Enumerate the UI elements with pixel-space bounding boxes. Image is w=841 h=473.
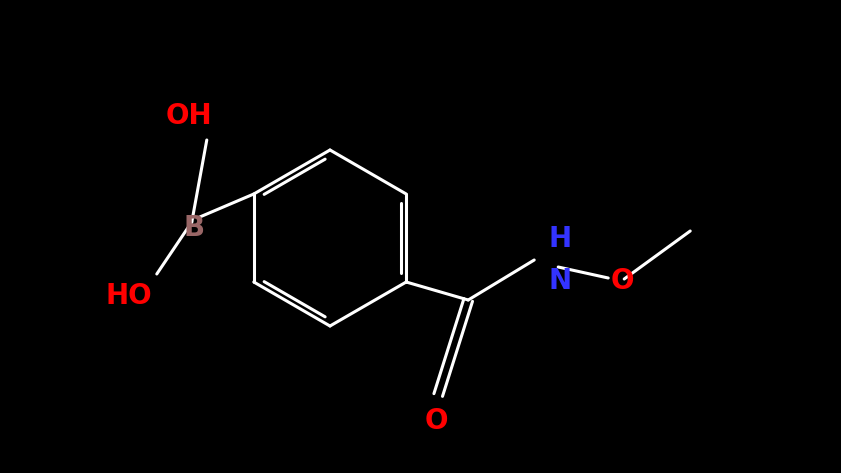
Text: HO: HO [105,282,152,310]
Text: B: B [183,214,204,242]
Text: OH: OH [166,102,212,130]
Text: H: H [548,225,571,253]
Text: O: O [611,267,634,295]
Text: N: N [548,267,571,295]
Text: O: O [425,407,448,435]
